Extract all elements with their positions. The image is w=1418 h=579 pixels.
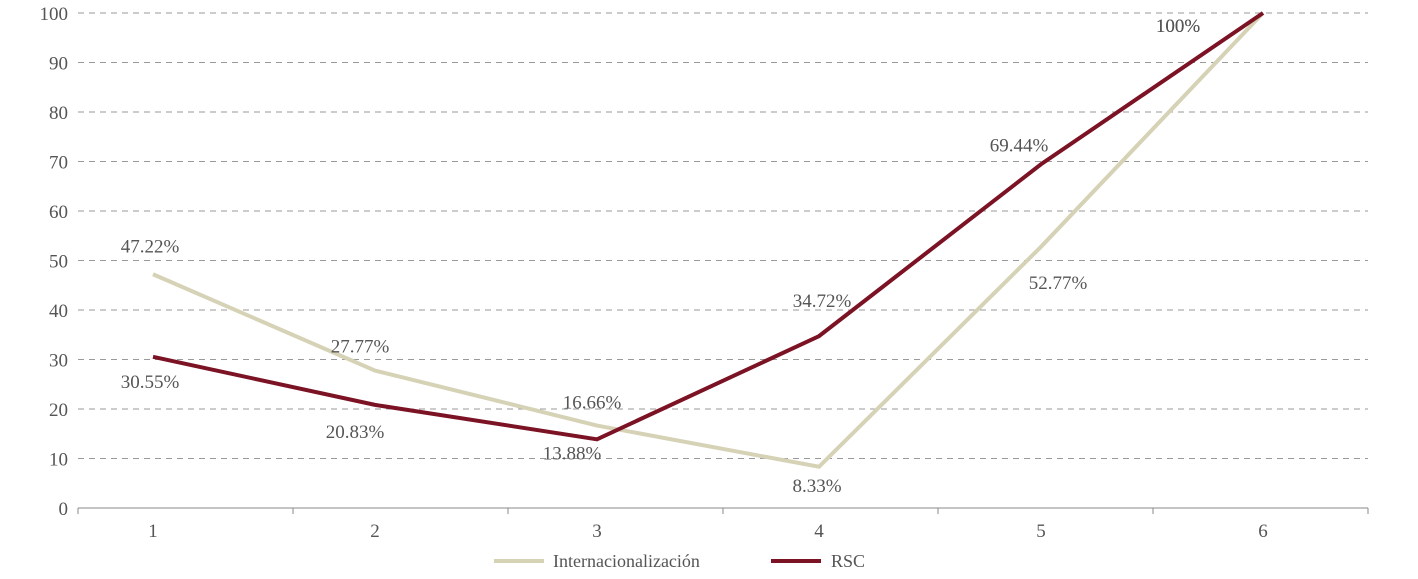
data-label: 100% [1156,16,1201,37]
x-tick-label: 3 [592,521,602,542]
data-label: 47.22% [121,236,180,257]
axes: 0 10 20 30 40 50 60 70 80 90 100 1 2 3 4 5 6 [40,4,1369,542]
y-tick-label: 60 [49,202,68,223]
data-label: 34.72% [793,291,852,312]
x-tick-label: 5 [1036,521,1046,542]
x-tick-label: 1 [148,521,158,542]
data-label: 69.44% [990,135,1049,156]
y-tick-label: 80 [49,103,68,124]
data-label: 8.33% [792,476,841,497]
series-lines [152,11,1265,469]
legend: Internacionalización RSC [494,551,865,571]
y-tick-label: 50 [49,252,68,273]
series-line-1 [152,11,1265,442]
x-tick-label: 6 [1258,521,1268,542]
series-line-0 [152,11,1265,469]
data-labels: 47.22% 27.77% 16.66% 8.33% 52.77% 100% 30.55% 2… [121,16,1201,497]
x-tick-label: 2 [370,521,380,542]
y-tick-label: 100 [40,4,69,25]
data-label: 52.77% [1029,273,1088,294]
legend-label: Internacionalización [553,551,700,571]
y-tick-label: 20 [49,400,68,421]
y-tick-label: 0 [59,499,69,520]
data-label: 13.88% [543,443,602,464]
x-tick-label: 4 [814,521,824,542]
y-tick-label: 10 [49,450,68,471]
data-label: 30.55% [121,372,180,393]
data-label: 20.83% [326,422,385,443]
y-tick-label: 90 [49,54,68,75]
gridlines [78,12,1368,459]
data-label: 100% [1156,16,1201,37]
data-label: 16.66% [563,393,622,414]
y-tick-label: 70 [49,153,68,174]
data-label: 27.77% [331,337,390,358]
y-tick-label: 30 [49,351,68,372]
legend-label: RSC [831,551,865,571]
y-tick-label: 40 [49,301,68,322]
